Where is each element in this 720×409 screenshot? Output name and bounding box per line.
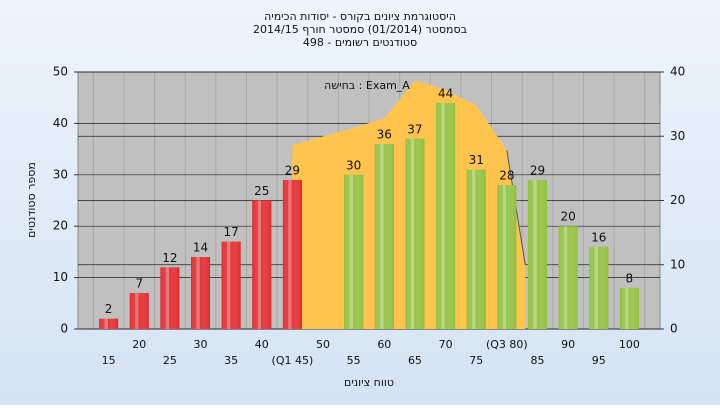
y2-tick-label: 20 [670, 193, 685, 207]
y-tick-label: 10 [53, 270, 68, 284]
bar-highlight [135, 293, 139, 329]
y-tick-label: 0 [60, 322, 68, 336]
bar-shine [129, 293, 149, 329]
bar-highlight [257, 200, 262, 329]
data-label: 8 [626, 271, 634, 285]
bar-shine [160, 267, 180, 329]
bar-highlight [410, 138, 415, 329]
y-tick-label: 50 [53, 65, 68, 79]
bar-highlight [288, 179, 292, 329]
bar-shine [405, 138, 425, 329]
x-tick-label: 15 [102, 354, 116, 367]
x-tick-label: 55 [347, 354, 361, 367]
x-tick-label: (Q1 45) [272, 354, 314, 367]
bar-shine [221, 241, 241, 329]
bar-shine [191, 257, 211, 329]
y-axis-label: מספר סטודנטים [25, 162, 38, 238]
data-label: 28 [499, 169, 514, 183]
y-tick-label: 20 [53, 219, 68, 233]
data-label: 44 [438, 86, 453, 100]
bar-shine [619, 287, 639, 329]
bar-highlight [625, 287, 629, 329]
bar-shine [589, 246, 609, 329]
x-tick-label: 40 [255, 338, 269, 351]
data-label: 36 [377, 127, 392, 141]
x-tick-label: 75 [469, 354, 483, 367]
x-tick-label: 70 [439, 338, 453, 351]
bar-highlight [165, 267, 170, 329]
chart-subtitle: סטודנטים רשומים - 498 [303, 36, 417, 49]
bar-highlight [226, 241, 231, 329]
bar-shine [497, 185, 517, 329]
bar-shine [99, 318, 119, 329]
bar-highlight [349, 174, 353, 329]
bar-highlight [594, 246, 598, 329]
bar-highlight [563, 226, 568, 329]
bar-highlight [533, 179, 537, 329]
bar-shine [374, 143, 394, 329]
x-tick-label: 60 [377, 338, 391, 351]
bar-shine [527, 179, 547, 329]
bar-highlight [196, 257, 200, 329]
data-label: 16 [591, 230, 606, 244]
bar-highlight [472, 169, 476, 329]
y2-tick-label: 40 [670, 65, 685, 79]
y2-tick-label: 30 [670, 129, 685, 143]
bar-shine [466, 169, 486, 329]
x-tick-label: (Q3 80) [486, 338, 528, 351]
x-tick-label: 25 [163, 354, 177, 367]
bar-highlight [380, 143, 384, 329]
x-tick-label: 90 [561, 338, 575, 351]
bar-shine [344, 174, 364, 329]
x-axis-label: טווח ציונים [344, 376, 394, 389]
y-tick-label: 30 [53, 167, 68, 181]
bar-shine [558, 226, 578, 329]
data-label: 29 [530, 163, 545, 177]
x-tick-label: 95 [592, 354, 606, 367]
data-label: 7 [135, 277, 143, 291]
x-tick-label: 20 [132, 338, 146, 351]
x-tick-label: 30 [194, 338, 208, 351]
data-label: 25 [254, 184, 269, 198]
bar-shine [282, 179, 302, 329]
annotation: בחישה : Exam_A [324, 79, 410, 92]
data-label: 37 [407, 122, 422, 136]
y-tick-label: 40 [53, 116, 68, 130]
data-label: 29 [285, 163, 300, 177]
x-tick-label: 65 [408, 354, 422, 367]
data-label: 14 [193, 241, 208, 255]
bar-highlight [441, 102, 445, 329]
chart-subtitle: בסמסטר (01/2014) סמסטר חורף 2014/15 [253, 23, 467, 36]
data-label: 30 [346, 158, 361, 172]
x-tick-label: 100 [619, 338, 640, 351]
bar-highlight [104, 318, 108, 329]
y2-tick-label: 10 [670, 257, 685, 271]
data-label: 12 [162, 251, 177, 265]
bar-highlight [502, 185, 507, 329]
y2-tick-label: 0 [670, 322, 678, 336]
data-label: 20 [560, 210, 575, 224]
chart-title: היסטוגרמת ציונים בקורס - יסודות הכימיה [264, 10, 456, 23]
data-label: 2 [105, 302, 113, 316]
x-tick-label: 35 [224, 354, 238, 367]
data-label: 17 [224, 225, 239, 239]
data-label: 31 [469, 153, 484, 167]
x-tick-label: 50 [316, 338, 330, 351]
x-tick-label: 85 [530, 354, 544, 367]
bar-shine [436, 102, 456, 329]
bar-shine [252, 200, 272, 329]
